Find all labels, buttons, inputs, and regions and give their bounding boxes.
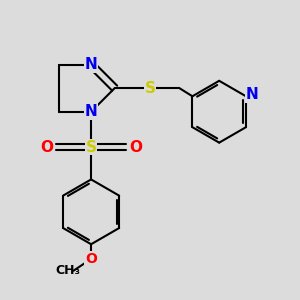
Text: N: N (85, 57, 98, 72)
Text: N: N (245, 87, 258, 102)
Text: O: O (129, 140, 142, 154)
Text: N: N (85, 104, 98, 119)
Text: O: O (40, 140, 53, 154)
Text: CH₃: CH₃ (55, 264, 80, 277)
Text: S: S (85, 140, 97, 154)
Text: O: O (85, 252, 97, 266)
Text: S: S (145, 81, 155, 96)
